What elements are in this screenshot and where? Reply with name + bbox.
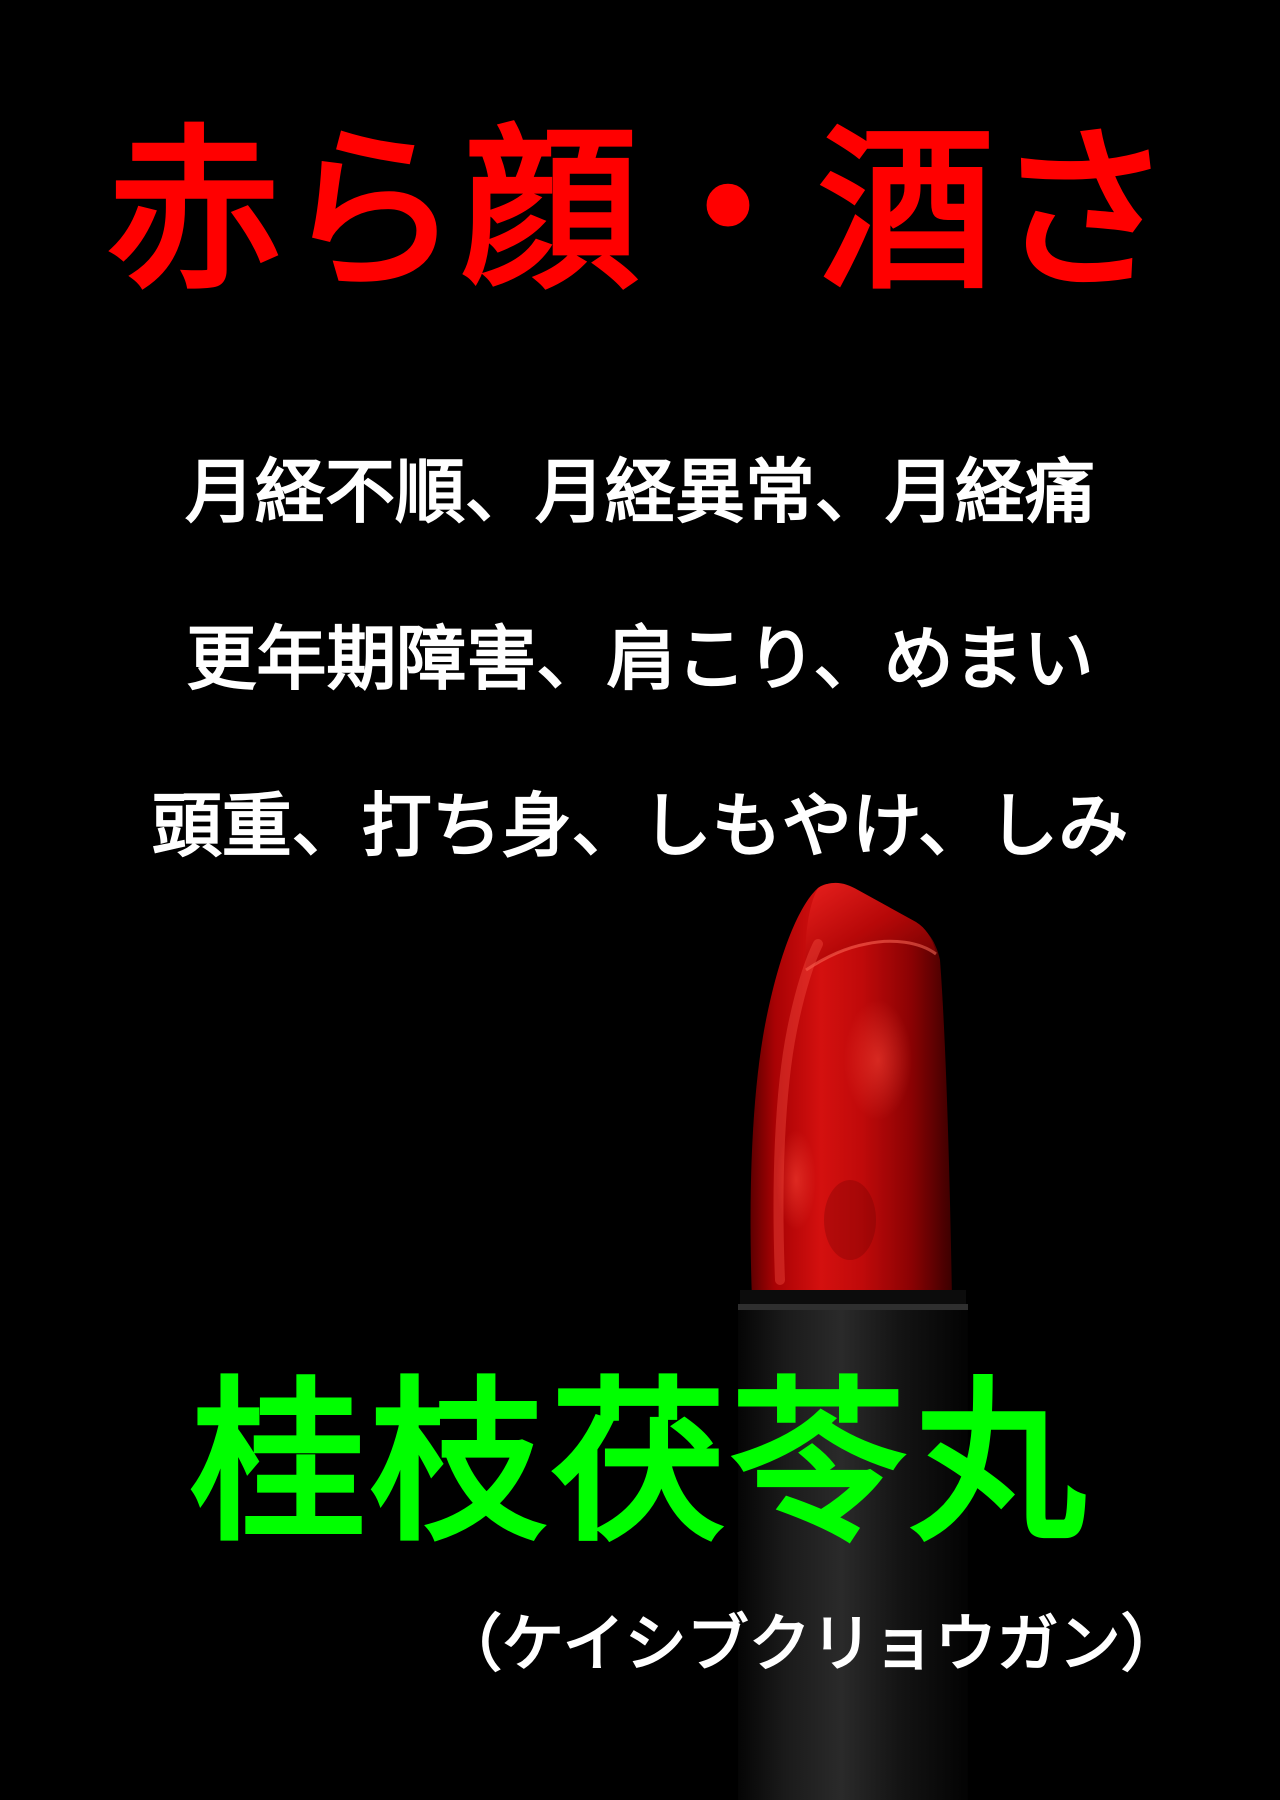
lipstick-image — [738, 882, 968, 1800]
symptom-line-1: 月経不順、月経異常、月経痛 — [185, 451, 1095, 533]
product-reading: （ケイシブクリョウガン） — [440, 1607, 1183, 1680]
symptom-line-2: 更年期障害、肩こり、めまい — [186, 618, 1094, 700]
product-name: 桂枝茯苓丸 — [189, 1361, 1090, 1566]
headline: 赤ら顔・酒さ — [105, 109, 1174, 314]
symptom-line-3: 頭重、打ち身、しもやけ、しみ — [151, 785, 1129, 867]
